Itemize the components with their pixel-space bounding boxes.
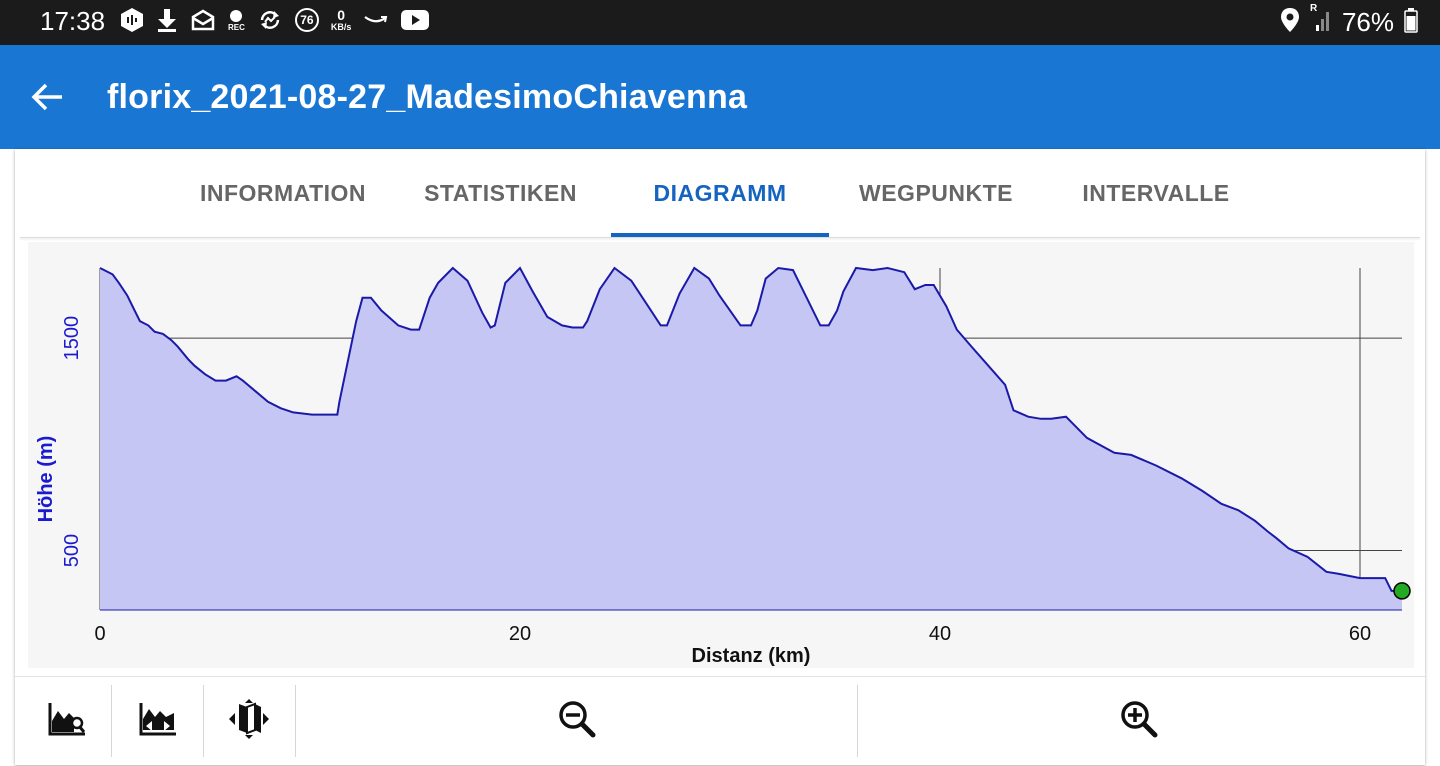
notification-count-icon: 76 — [294, 8, 319, 32]
toolbar-divider — [203, 685, 204, 757]
rec-label: REC — [228, 22, 245, 32]
tab-intervalle[interactable]: INTERVALLE — [1073, 149, 1239, 237]
battery-icon — [1404, 7, 1418, 38]
download-icon — [156, 7, 178, 33]
network-speed-value: 0 — [337, 7, 346, 23]
tab-statistiken[interactable]: STATISTIKEN — [413, 149, 588, 237]
elevation-chart-svg[interactable]: 0 20 40 60 500 1500 Distanz (km) Höhe (m) — [28, 242, 1414, 668]
status-bar: 17:38 REC 76 0 KB/s — [0, 0, 1440, 45]
amazon-icon — [363, 13, 389, 27]
signal-icon: R — [1310, 3, 1332, 38]
tab-divider — [20, 237, 1420, 238]
x-tick-label: 60 — [1349, 623, 1371, 645]
network-speed-unit: KB/s — [330, 22, 352, 32]
battery-percent: 76% — [1341, 7, 1394, 37]
hexagon-icon — [120, 7, 144, 33]
signal-label: R — [1309, 3, 1318, 14]
toolbar-divider — [295, 685, 296, 757]
youtube-icon — [401, 10, 430, 30]
zoom-out-icon — [557, 699, 597, 744]
tab-diagramm[interactable]: DIAGRAMM — [611, 149, 829, 237]
y-tick-label: 1500 — [61, 316, 83, 361]
chart-xaxis-icon — [138, 701, 178, 742]
tab-wegpunkte[interactable]: WEGPUNKTE — [853, 149, 1019, 237]
tab-label: DIAGRAMM — [653, 179, 787, 206]
map-icon — [227, 699, 271, 744]
zoom-out-button[interactable] — [297, 677, 857, 766]
y-axis-title: Höhe (m) — [35, 436, 57, 523]
content-card: INFORMATION STATISTIKEN DIAGRAMM WEGPUNK… — [15, 149, 1425, 765]
app-bar: florix_2021-08-27_MadesimoChiavenna — [0, 45, 1440, 149]
tab-indicator — [611, 233, 829, 237]
elevation-line — [99, 266, 1402, 592]
elevation-chart[interactable]: 0 20 40 60 500 1500 Distanz (km) Höhe (m) — [28, 242, 1414, 668]
zoom-in-icon — [1119, 699, 1159, 744]
status-time: 17:38 — [40, 6, 106, 36]
map-button[interactable] — [205, 677, 293, 766]
tab-bar: INFORMATION STATISTIKEN DIAGRAMM WEGPUNK… — [15, 149, 1425, 237]
zoom-in-button[interactable] — [859, 677, 1419, 766]
toolbar-divider — [111, 685, 112, 757]
tab-label: WEGPUNKTE — [859, 179, 1013, 206]
tab-information[interactable]: INFORMATION — [187, 149, 379, 237]
x-axis-title: Distanz (km) — [692, 645, 811, 667]
end-position-marker — [1393, 582, 1411, 600]
status-icons: REC 76 0 KB/s — [120, 7, 430, 33]
toolbar-divider — [857, 685, 858, 757]
chart-settings-icon — [47, 701, 87, 742]
elevation-area — [100, 268, 1402, 610]
arrow-back-icon[interactable] — [28, 77, 68, 122]
page-title: florix_2021-08-27_MadesimoChiavenna — [107, 78, 748, 116]
tab-label: INFORMATION — [199, 179, 367, 206]
x-tick-label: 0 — [94, 623, 105, 645]
status-right: R 76% — [1280, 3, 1418, 38]
rec-icon: REC — [228, 9, 245, 32]
x-tick-label: 20 — [509, 623, 531, 645]
location-icon — [1280, 7, 1300, 38]
y-tick-label: 500 — [61, 534, 83, 567]
x-tick-label: 40 — [929, 623, 951, 645]
network-speed-icon: 0 KB/s — [331, 8, 352, 32]
tab-label: STATISTIKEN — [424, 179, 577, 206]
chart-settings-button[interactable] — [25, 677, 109, 766]
chart-toolbar — [15, 676, 1425, 766]
tab-label: INTERVALLE — [1082, 179, 1230, 206]
mail-icon — [190, 8, 216, 32]
sync-icon — [257, 7, 283, 33]
chart-xaxis-button[interactable] — [115, 677, 201, 766]
